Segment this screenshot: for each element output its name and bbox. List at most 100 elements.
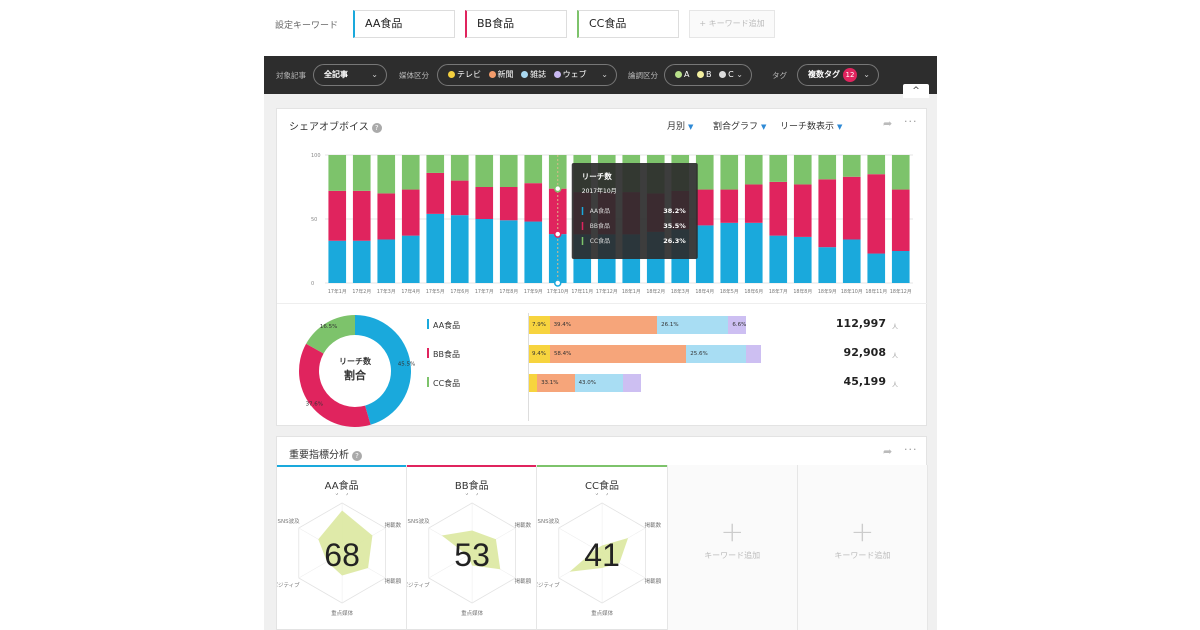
bar-CC食品 <box>352 155 371 191</box>
breakdown-segment: 26.1% <box>657 316 729 334</box>
keyword-input-aa[interactable]: AA食品 <box>353 10 455 38</box>
bar-AA食品 <box>769 235 788 283</box>
graph-type-select[interactable]: 割合グラフ ▼ <box>713 122 767 132</box>
tooltip <box>571 163 698 259</box>
tooltip-row-value: 38.2% <box>663 207 686 215</box>
bar-AA食品 <box>818 247 837 283</box>
x-tick-label: 17年10月 <box>547 288 569 295</box>
help-icon[interactable]: ? <box>352 451 362 461</box>
bar-CC食品 <box>695 155 714 190</box>
bar-CC食品 <box>499 155 518 187</box>
help-icon[interactable]: ? <box>371 123 382 133</box>
add-keyword-label: キーワード追加 <box>834 551 891 560</box>
add-keyword-panel[interactable]: + キーワード追加 <box>667 465 798 630</box>
bar-AA食品 <box>426 213 445 283</box>
keyword-bar-label: 設定キーワード <box>275 21 339 31</box>
add-keyword-area[interactable]: + キーワード追加 <box>797 465 927 630</box>
y-tick-label: 50 <box>311 217 317 223</box>
divider <box>277 303 928 304</box>
tone-item-a: A <box>675 70 689 79</box>
tooltip-row-value: 26.3% <box>663 237 686 245</box>
breakdown-segment: 9.4% <box>528 345 550 363</box>
tooltip-row-name: AA食品 <box>590 207 610 215</box>
bar-BB食品 <box>793 184 812 237</box>
tooltip-period: 2017年10月 <box>582 187 617 195</box>
kpi-score: 53 <box>454 537 490 573</box>
metric-select[interactable]: リーチ数表示 ▼ <box>780 122 843 132</box>
bar-CC食品 <box>426 155 445 173</box>
breakdown-segment: 39.4% <box>549 316 658 334</box>
keyword-input-cc[interactable]: CC食品 <box>577 10 679 38</box>
tone-select[interactable]: A B C ⌄ <box>664 64 752 86</box>
tag-select[interactable]: 複数タグ 12 ⌄ <box>797 64 879 86</box>
add-keyword-button[interactable]: + キーワード追加 <box>689 10 775 38</box>
chevron-up-icon: ^ <box>912 86 920 96</box>
caret-down-icon: ▼ <box>688 123 694 131</box>
bar-AA食品 <box>475 219 494 283</box>
bar-BB食品 <box>891 189 910 251</box>
bar-AA食品 <box>793 236 812 283</box>
radar-axis-label: 掲載額 <box>515 577 532 585</box>
x-tick-label: 18年3月 <box>671 288 690 295</box>
panel-accent <box>407 465 537 467</box>
donut-slice-label: 16.5% <box>320 324 337 330</box>
bar-BB食品 <box>720 189 739 223</box>
bar-AA食品 <box>524 221 543 283</box>
breakdown-name: BB食品 <box>433 350 460 359</box>
bar-AA食品 <box>328 240 347 283</box>
donut-slice-label: 37.6% <box>306 401 323 407</box>
reach-count: 92,908 <box>843 346 886 359</box>
bar-CC食品 <box>450 155 469 181</box>
radar-spoke <box>559 527 603 554</box>
more-icon[interactable]: ··· <box>904 443 918 456</box>
radar-axis-label: リーチ <box>594 493 611 497</box>
collapse-filter-button[interactable]: ^ <box>903 84 929 98</box>
donut-center-label1: リーチ数 <box>339 357 371 366</box>
x-tick-label: 17年2月 <box>352 288 371 295</box>
tag-label: タグ <box>772 71 787 80</box>
bar-BB食品 <box>426 172 445 214</box>
media-item-magazine: 雑誌 <box>521 70 546 79</box>
keyword-input-bb[interactable]: BB食品 <box>465 10 567 38</box>
bar-AA食品 <box>695 225 714 283</box>
breakdown-name: CC食品 <box>433 379 461 388</box>
period-select[interactable]: 月別 ▼ <box>667 122 694 132</box>
radar-axis-label: SNS波及 <box>277 517 300 525</box>
x-tick-label: 17年8月 <box>499 288 518 295</box>
radar-axis-label: 掲載数 <box>515 521 532 529</box>
add-keyword-area[interactable]: + キーワード追加 <box>667 465 797 630</box>
donut-slice <box>299 343 371 427</box>
radar-shape <box>318 510 373 576</box>
bar-AA食品 <box>450 215 469 283</box>
radar-axis-label: 重点媒体 <box>331 609 354 617</box>
share-of-voice-card: シェアオブボイス? 月別 ▼ 割合グラフ ▼ リーチ数表示 ▼ ➦ ··· 100 50… <box>276 108 928 427</box>
bar-BB食品 <box>377 193 396 240</box>
radar-axis-label: 重点媒体 <box>591 609 614 617</box>
legend-color-mark <box>427 348 429 358</box>
radar-axis-label: 掲載額 <box>645 577 662 585</box>
target-select[interactable]: 全記事 ⌄ <box>313 64 387 86</box>
x-tick-label: 18年1月 <box>622 288 641 295</box>
media-select[interactable]: テレビ 新聞 雑誌 ウェブ ⌄ <box>437 64 617 86</box>
x-tick-label: 18年8月 <box>793 288 812 295</box>
x-tick-label: 17年6月 <box>450 288 469 295</box>
share-arrow-icon[interactable]: ➦ <box>883 445 893 458</box>
bar-CC食品 <box>475 155 494 187</box>
bar-AA食品 <box>891 251 910 283</box>
share-arrow-icon[interactable]: ➦ <box>883 117 893 130</box>
x-tick-label: 18年9月 <box>818 288 837 295</box>
reach-count: 112,997 <box>835 317 886 330</box>
bar-BB食品 <box>499 187 518 221</box>
target-value: 全記事 <box>324 70 348 79</box>
add-keyword-panel[interactable]: + キーワード追加 <box>797 465 928 630</box>
radar-axis-label: 掲載額 <box>385 577 402 585</box>
donut-slice <box>306 315 355 354</box>
filter-bar: 対象記事 全記事 ⌄ 媒体区分 テレビ 新聞 雑誌 ウェブ ⌄ 論調区分 A B… <box>264 56 937 94</box>
more-icon[interactable]: ··· <box>904 115 918 128</box>
bar-BB食品 <box>842 176 861 240</box>
bar-BB食品 <box>524 183 543 222</box>
